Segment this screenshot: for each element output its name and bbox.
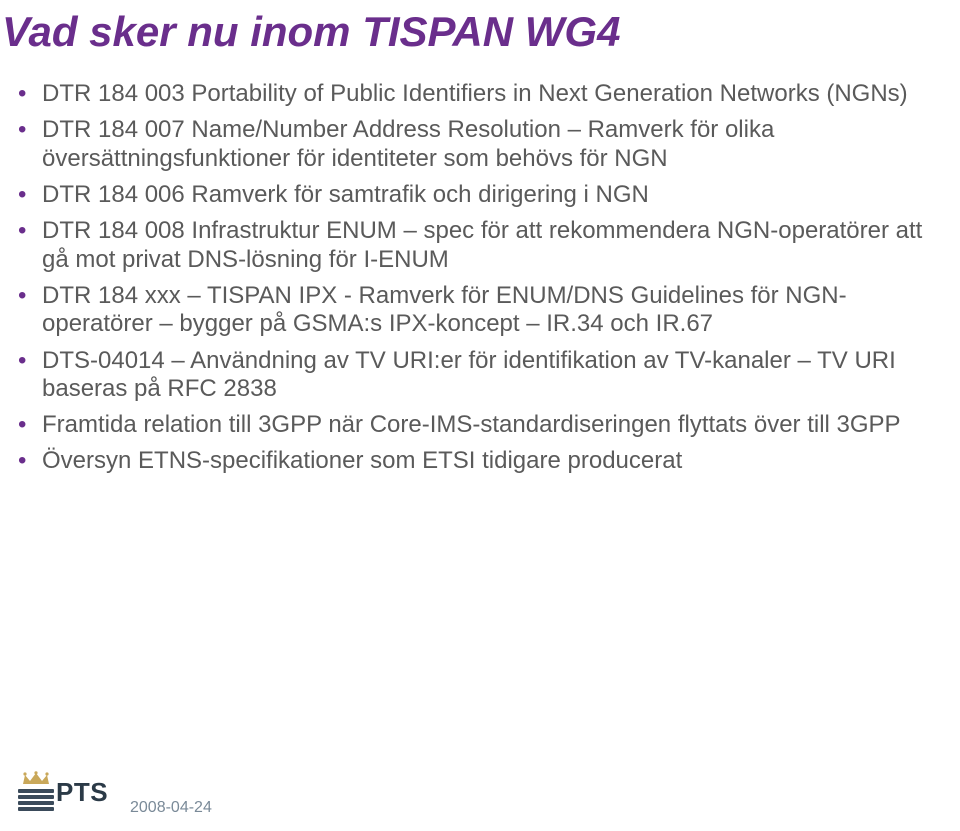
logo-stripe: [18, 795, 54, 799]
pts-logo-mark: [18, 771, 54, 811]
logo-stripe: [18, 789, 54, 793]
pts-logo: PTS: [18, 771, 108, 809]
bullet-item: DTR 184 006 Ramverk för samtrafik och di…: [18, 181, 954, 209]
logo-stripe: [18, 801, 54, 805]
slide-body: DTR 184 003 Portability of Public Identi…: [18, 80, 954, 484]
slide-title: Vad sker nu inom TISPAN WG4: [2, 10, 950, 54]
slide: Vad sker nu inom TISPAN WG4 DTR 184 003 …: [0, 0, 960, 831]
bullet-item: DTR 184 xxx – TISPAN IPX - Ramverk för E…: [18, 282, 954, 339]
logo-stripes: [18, 789, 54, 811]
slide-footer: PTS 2008-04-24: [0, 759, 960, 819]
logo-stripe: [18, 807, 54, 811]
bullet-item: DTR 184 007 Name/Number Address Resoluti…: [18, 116, 954, 173]
bullet-item: DTR 184 008 Infrastruktur ENUM – spec fö…: [18, 217, 954, 274]
bullet-item: DTR 184 003 Portability of Public Identi…: [18, 80, 954, 108]
bullet-item: Framtida relation till 3GPP när Core-IMS…: [18, 411, 954, 439]
bullet-item: DTS-04014 – Användning av TV URI:er för …: [18, 347, 954, 404]
slide-date: 2008-04-24: [130, 799, 212, 817]
crown-icon: [21, 771, 51, 785]
pts-logo-text: PTS: [56, 779, 108, 809]
bullet-item: Översyn ETNS-specifikationer som ETSI ti…: [18, 447, 954, 475]
bullet-list: DTR 184 003 Portability of Public Identi…: [18, 80, 954, 476]
